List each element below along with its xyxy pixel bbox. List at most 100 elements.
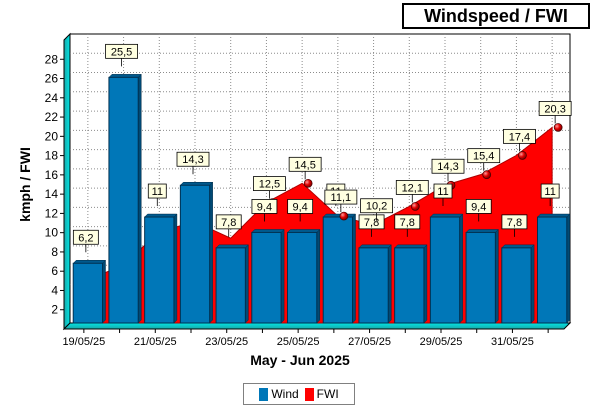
wind-data-label: 9,4: [471, 201, 486, 213]
wind-data-label: 9,4: [257, 201, 272, 213]
wind-bar: [322, 216, 354, 324]
legend-item-wind: Wind: [259, 387, 299, 401]
fwi-data-label: 12,5: [259, 179, 280, 191]
fwi-point: [482, 170, 492, 179]
y-tick-label: 2: [51, 303, 58, 317]
x-tick-label: 23/05/25: [205, 336, 248, 348]
fwi-data-label-box: [538, 101, 572, 116]
wind-data-label-box: [147, 183, 167, 199]
y-tick-label: 24: [45, 91, 59, 105]
y-tick-label: 14: [45, 187, 59, 201]
y-tick-label: 20: [45, 129, 59, 143]
wind-bar: [394, 247, 425, 324]
fwi-data-label: 10,2: [366, 201, 387, 213]
wind-data-label: 7,8: [507, 217, 522, 229]
wind-data-label: 14,3: [182, 154, 203, 166]
wind-data-label-box: [251, 199, 278, 214]
wind-data-label: 11: [152, 186, 163, 198]
wind-data-label: 6,2: [78, 232, 93, 244]
y-tick-label: 28: [45, 52, 59, 66]
fwi-data-label-box: [431, 158, 465, 174]
floor: [62, 322, 572, 330]
left-wall: [63, 32, 71, 331]
x-tick-label: 19/05/25: [62, 336, 105, 348]
fwi-point: [339, 211, 349, 221]
fwi-point: [553, 123, 563, 132]
wind-bars: [72, 73, 571, 324]
wind-data-label: 7,8: [364, 217, 379, 229]
y-tick-label: 22: [45, 110, 59, 124]
y-tick-label: 18: [45, 149, 59, 163]
wind-data-label-box: [105, 43, 138, 59]
wind-bar: [144, 216, 175, 324]
wind-bar: [465, 231, 496, 324]
wind-data-label: 11: [544, 186, 555, 198]
wind-data-label: 11: [437, 186, 448, 198]
data-labels: 6,2 25,5 11 14,3 7,8 9,4 9,4 11 7,8 7,8 11 9,4 7,8 11…: [72, 43, 572, 253]
legend-label-fwi: FWI: [316, 387, 339, 401]
wind-bar: [72, 262, 104, 324]
fwi-data-label: 15,4: [473, 151, 494, 163]
y-tick-label: 16: [45, 168, 59, 182]
x-tick-label: 29/05/25: [420, 336, 463, 348]
fwi-data-label: 14,5: [294, 159, 315, 171]
wind-data-label-box: [358, 214, 385, 230]
wind-data-label: 9,4: [292, 201, 307, 213]
fwi-data-label-box: [503, 128, 536, 144]
fwi-data-label: 12,1: [402, 182, 423, 194]
wind-data-label-box: [287, 199, 314, 214]
wind-bar: [215, 247, 246, 324]
fwi-data-label-box: [360, 198, 393, 214]
wind-data-label-box: [540, 183, 560, 199]
wind-data-label-box: [394, 214, 421, 230]
fwi-data-label: 20,3: [544, 103, 565, 115]
y-axis-label: kmph / FWI: [17, 147, 33, 222]
fwi-point: [518, 151, 527, 160]
fwi-data-label: 14,3: [437, 161, 458, 173]
fwi-data-label-box: [395, 180, 429, 195]
wind-data-label: 25,5: [111, 46, 132, 58]
wind-bar: [501, 247, 532, 324]
x-tick-label: 27/05/25: [348, 336, 391, 348]
wind-bar: [251, 231, 282, 324]
wind-data-label-box: [465, 199, 492, 214]
fwi-data-label-box: [467, 148, 501, 164]
wind-bar: [429, 216, 461, 324]
legend-item-fwi: FWI: [304, 387, 339, 401]
x-tick-label: 31/05/25: [491, 336, 534, 348]
wind-data-label-box: [72, 229, 99, 245]
y-tick-label: 10: [45, 226, 59, 240]
wind-data-label-box: [501, 214, 528, 230]
y-tick-label: 8: [51, 245, 58, 259]
x-tick-label: 25/05/25: [277, 336, 320, 348]
fwi-data-label-box: [324, 189, 358, 205]
wind-data-label: 7,8: [221, 217, 236, 229]
fwi-point: [303, 178, 313, 188]
x-tick-label: 21/05/25: [134, 336, 177, 348]
chart-title: Windspeed / FWI: [402, 3, 590, 29]
legend-swatch-wind: [259, 387, 269, 401]
legend-label-wind: Wind: [271, 387, 299, 401]
wind-bar: [358, 247, 389, 324]
wind-data-label: 7,8: [400, 217, 415, 229]
y-tick-label: 26: [45, 72, 59, 86]
legend: Wind FWI: [243, 383, 355, 405]
fwi-data-label-box: [253, 176, 286, 191]
wind-bar: [287, 231, 318, 324]
wind-data-label-box: [215, 214, 242, 230]
wind-bar: [179, 184, 211, 324]
fwi-data-label-box: [288, 156, 322, 172]
y-tick-label: 4: [51, 283, 58, 297]
wind-bar: [537, 216, 568, 324]
fwi-point: [410, 202, 420, 211]
x-axis-label: May - Jun 2025: [250, 352, 350, 368]
y-tick-label: 6: [51, 264, 58, 278]
fwi-data-label: 17,4: [509, 131, 530, 143]
wind-data-label-box: [433, 183, 453, 199]
wind-data-label-box: [176, 151, 210, 167]
y-tick-label: 12: [45, 206, 59, 220]
wind-bar: [108, 76, 139, 324]
fwi-data-label: 11,1: [331, 192, 352, 204]
